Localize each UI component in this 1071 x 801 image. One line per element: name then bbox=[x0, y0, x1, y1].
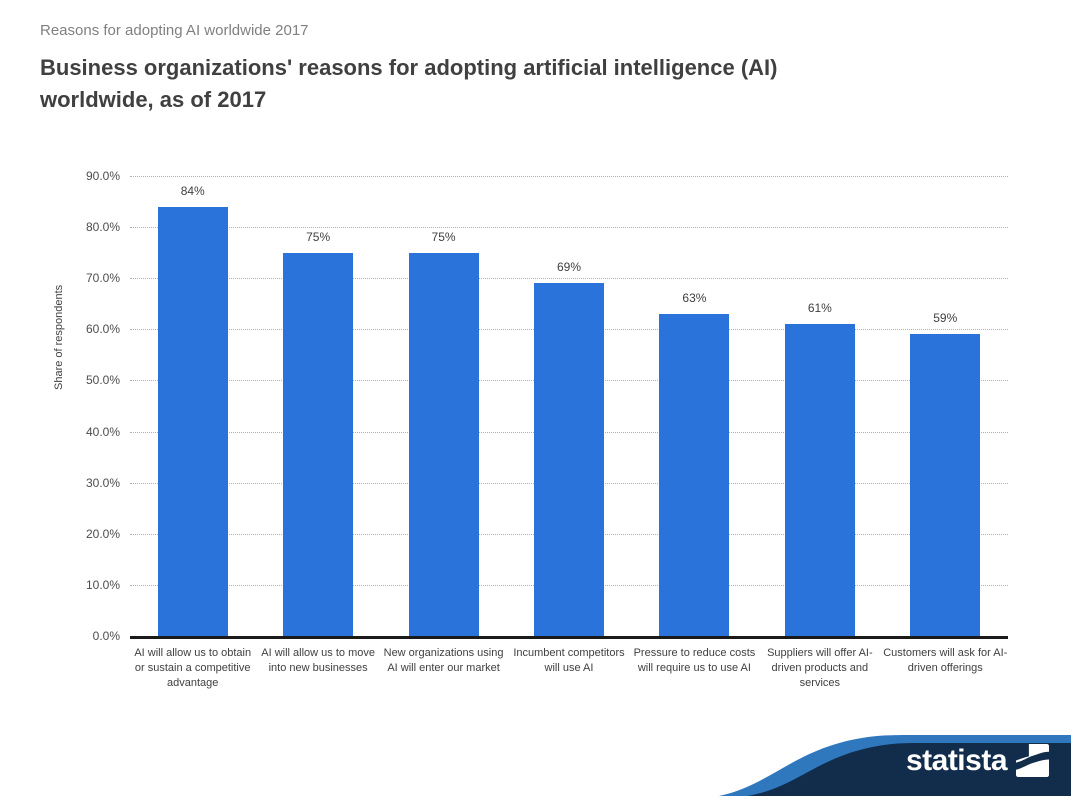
page-title: Business organizations' reasons for adop… bbox=[40, 52, 777, 116]
logo-wave-band bbox=[1016, 751, 1049, 770]
bar-value-label: 75% bbox=[306, 229, 331, 244]
gridline bbox=[130, 278, 1008, 280]
bar-value-label: 69% bbox=[556, 260, 581, 275]
bar bbox=[157, 206, 228, 636]
logo-corner-block bbox=[1016, 744, 1029, 761]
category-label: Incumbent competitors will use AI bbox=[513, 647, 625, 674]
bar bbox=[283, 252, 354, 636]
y-axis-tick-label: 20.0% bbox=[85, 526, 120, 541]
y-axis-tick-label: 30.0% bbox=[85, 475, 120, 490]
y-axis-tick-label: 90.0% bbox=[85, 169, 120, 183]
bar-value-label: 63% bbox=[682, 291, 707, 305]
page-title-line1: Business organizations' reasons for adop… bbox=[40, 55, 778, 80]
statista-wordmark: statista bbox=[905, 744, 1008, 777]
report-eyebrow: Reasons for adopting AI worldwide 2017 bbox=[40, 22, 309, 39]
statista-footer-wave bbox=[705, 732, 1071, 796]
category-label: AI will allow us to obtain or sustain a … bbox=[134, 647, 252, 689]
bar bbox=[408, 252, 479, 636]
bar bbox=[784, 324, 855, 636]
statista-brand-lockup: statista bbox=[906, 744, 1049, 777]
bar-value-label: 59% bbox=[933, 311, 958, 326]
bar-value-label: 61% bbox=[807, 301, 832, 316]
category-label: Pressure to reduce costs will require us… bbox=[633, 647, 756, 674]
footer-wave-graphic bbox=[719, 735, 1071, 796]
gridline bbox=[130, 227, 1008, 229]
y-axis-tick-label: 80.0% bbox=[85, 220, 120, 235]
category-label: Suppliers will offer AI-driven products … bbox=[767, 647, 873, 689]
y-axis-tick-label: 60.0% bbox=[85, 322, 120, 337]
category-label: New organizations using AI will enter ou… bbox=[383, 647, 504, 674]
wave-navy-body bbox=[747, 743, 1071, 796]
x-axis-line bbox=[130, 636, 1008, 639]
bar bbox=[659, 314, 730, 636]
bar bbox=[910, 334, 981, 636]
category-label: Customers will ask for AI-driven offerin… bbox=[883, 647, 1008, 674]
gridline bbox=[130, 176, 1008, 177]
y-axis-tick-label: 50.0% bbox=[85, 373, 120, 388]
bar-value-label: 84% bbox=[180, 183, 205, 198]
page-title-line2: worldwide, as of 2017 bbox=[40, 87, 267, 112]
y-axis-tick-label: 0.0% bbox=[92, 629, 120, 643]
y-axis-tick-label: 70.0% bbox=[85, 271, 120, 286]
y-axis-tick-label: 10.0% bbox=[85, 577, 120, 592]
category-label: AI will allow us to move into new busine… bbox=[261, 647, 375, 674]
bar-value-label: 75% bbox=[431, 229, 456, 244]
bar bbox=[534, 283, 604, 636]
statista-logo-icon bbox=[1016, 744, 1049, 777]
y-axis-tick-label: 40.0% bbox=[85, 424, 120, 439]
